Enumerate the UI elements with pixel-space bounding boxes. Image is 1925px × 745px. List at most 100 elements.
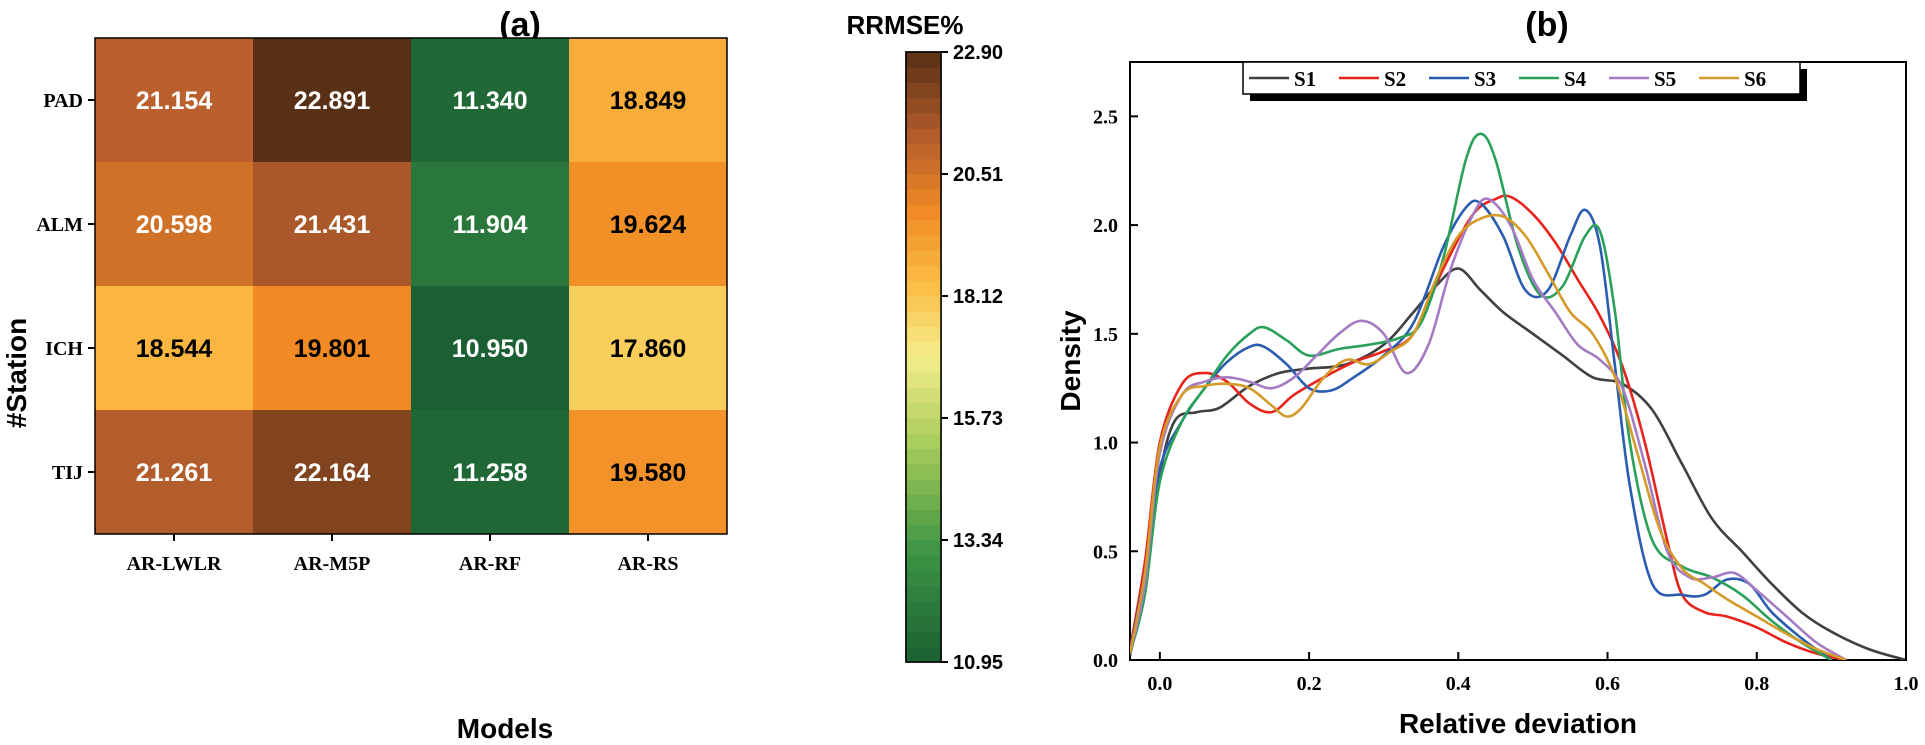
density-line-s4: [1130, 132, 1833, 660]
density-series: [1130, 132, 1906, 660]
colorbar-band: [906, 448, 941, 465]
colorbar-tick-label: 18.12: [953, 286, 1003, 308]
density-plot-frame: [1129, 61, 1907, 661]
density-line-s6: [1130, 213, 1847, 660]
colorbar-band: [906, 463, 941, 480]
colorbar-band: [906, 280, 941, 297]
heatmap-cell: [569, 410, 727, 534]
density-x-tick-label: 1.0: [1894, 673, 1919, 695]
legend-label: S5: [1654, 67, 1676, 91]
colorbar-tick-label: 10.95: [953, 652, 1003, 674]
colorbar-band: [906, 341, 941, 358]
colorbar-band: [906, 357, 941, 373]
heatmap-cell: [253, 286, 411, 410]
density-y-axis-label: Density: [1055, 310, 1086, 412]
colorbar-band: [906, 387, 941, 404]
colorbar-band: [906, 235, 941, 251]
heatmap-cell: [253, 410, 411, 534]
colorbar-band: [906, 570, 941, 587]
density-legend: S1 S2 S3 S4 S5 S6: [1242, 61, 1807, 101]
heatmap-cell-value: 11.340: [452, 87, 527, 115]
colorbar-band: [906, 433, 941, 449]
colorbar-band: [906, 52, 941, 68]
panel-b-label: (b): [1525, 6, 1568, 44]
heatmap-grid: 21.154 22.891 11.340 18.849 20.598 21.431 11.9…: [94, 37, 728, 535]
colorbar-tick-label: 15.73: [953, 408, 1003, 430]
heatmap-border: [94, 37, 728, 535]
colorbar-band: [906, 97, 941, 114]
legend-label: S1: [1294, 67, 1316, 91]
density-x-tick-label: 0.4: [1446, 673, 1471, 695]
colorbar-band: [906, 204, 941, 221]
heatmap-col-label: AR-RF: [459, 553, 521, 575]
density-line-s3: [1130, 199, 1833, 660]
heatmap-cell: [569, 286, 727, 410]
colorbar-band: [906, 509, 941, 526]
colorbar-band: [906, 158, 941, 175]
colorbar-band: [906, 555, 941, 571]
colorbar-band: [906, 67, 941, 83]
heatmap-col-label: AR-RS: [617, 553, 678, 575]
colorbar-band: [906, 646, 941, 663]
density-axes: 0.0 0.2 0.4 0.6 0.8 1.0 0.0 0.5 1.0 1.5 2.0 2.5: [1093, 106, 1919, 695]
colorbar-band: [906, 189, 941, 205]
density-line-s5: [1130, 197, 1847, 660]
density-x-tick-label: 0.0: [1147, 673, 1172, 695]
heatmap-cell-value: 11.904: [452, 211, 527, 239]
density-y-tick-label: 2.5: [1093, 106, 1118, 128]
heatmap-cell: [253, 162, 411, 286]
colorbar-band: [906, 585, 941, 602]
density-y-tick-label: 1.0: [1093, 433, 1118, 455]
heatmap-cell-value: 22.164: [294, 459, 371, 487]
heatmap-row-label: TIJ: [52, 462, 83, 484]
colorbar-bands: [905, 51, 942, 663]
heatmap-col-label: AR-LWLR: [127, 553, 222, 575]
heatmap-cell-value: 19.801: [294, 335, 371, 363]
legend-label: S4: [1564, 67, 1587, 91]
colorbar-tick-label: 22.90: [953, 42, 1003, 64]
heatmap-cell-value: 19.580: [610, 459, 686, 487]
colorbar-band: [906, 174, 941, 190]
colorbar-band: [906, 82, 941, 99]
heatmap-cell-value: 18.849: [610, 87, 686, 115]
heatmap-y-axis-label: #Station: [1, 318, 32, 428]
colorbar-band: [906, 113, 941, 129]
heatmap-row-label: ALM: [36, 214, 83, 236]
density-y-tick-label: 0.0: [1093, 650, 1118, 672]
heatmap-cell: [569, 162, 727, 286]
colorbar-band: [906, 128, 941, 144]
heatmap-cell: [569, 38, 727, 162]
heatmap-cell: [411, 162, 569, 286]
density-x-tick-label: 0.2: [1297, 673, 1322, 695]
heatmap-col-label: AR-M5P: [294, 553, 371, 575]
colorbar-band: [906, 265, 941, 282]
colorbar-band: [906, 616, 941, 632]
heatmap-cell: [95, 38, 253, 162]
legend-label: S3: [1474, 67, 1496, 91]
heatmap-row-label: PAD: [43, 90, 83, 112]
heatmap-cell-value: 19.624: [610, 211, 687, 239]
colorbar-title: RRMSE%: [846, 10, 963, 40]
colorbar-band: [906, 631, 941, 648]
colorbar-band: [906, 402, 941, 419]
colorbar-band: [906, 540, 941, 556]
colorbar-band: [906, 418, 941, 434]
heatmap-cell: [253, 38, 411, 162]
density-line-s1: [1130, 267, 1906, 660]
heatmap-row-label: ICH: [45, 338, 83, 360]
heatmap-cell-value: 18.544: [136, 335, 213, 363]
heatmap-cell-value: 21.431: [294, 211, 371, 239]
colorbar-band: [906, 296, 941, 312]
heatmap-cell: [95, 162, 253, 286]
legend-label: S6: [1744, 67, 1766, 91]
density-y-tick-label: 0.5: [1093, 541, 1118, 563]
legend-label: S2: [1384, 67, 1406, 91]
heatmap-cell-value: 21.154: [136, 87, 213, 115]
heatmap-column-labels: AR-LWLR AR-M5P AR-RF AR-RS: [127, 534, 679, 575]
colorbar-band: [906, 524, 941, 541]
density-line-s2: [1130, 194, 1847, 660]
heatmap-cell-value: 17.860: [610, 335, 686, 363]
colorbar-band: [906, 326, 941, 343]
heatmap-x-axis-label: Models: [457, 713, 553, 744]
colorbar-band: [906, 143, 941, 160]
